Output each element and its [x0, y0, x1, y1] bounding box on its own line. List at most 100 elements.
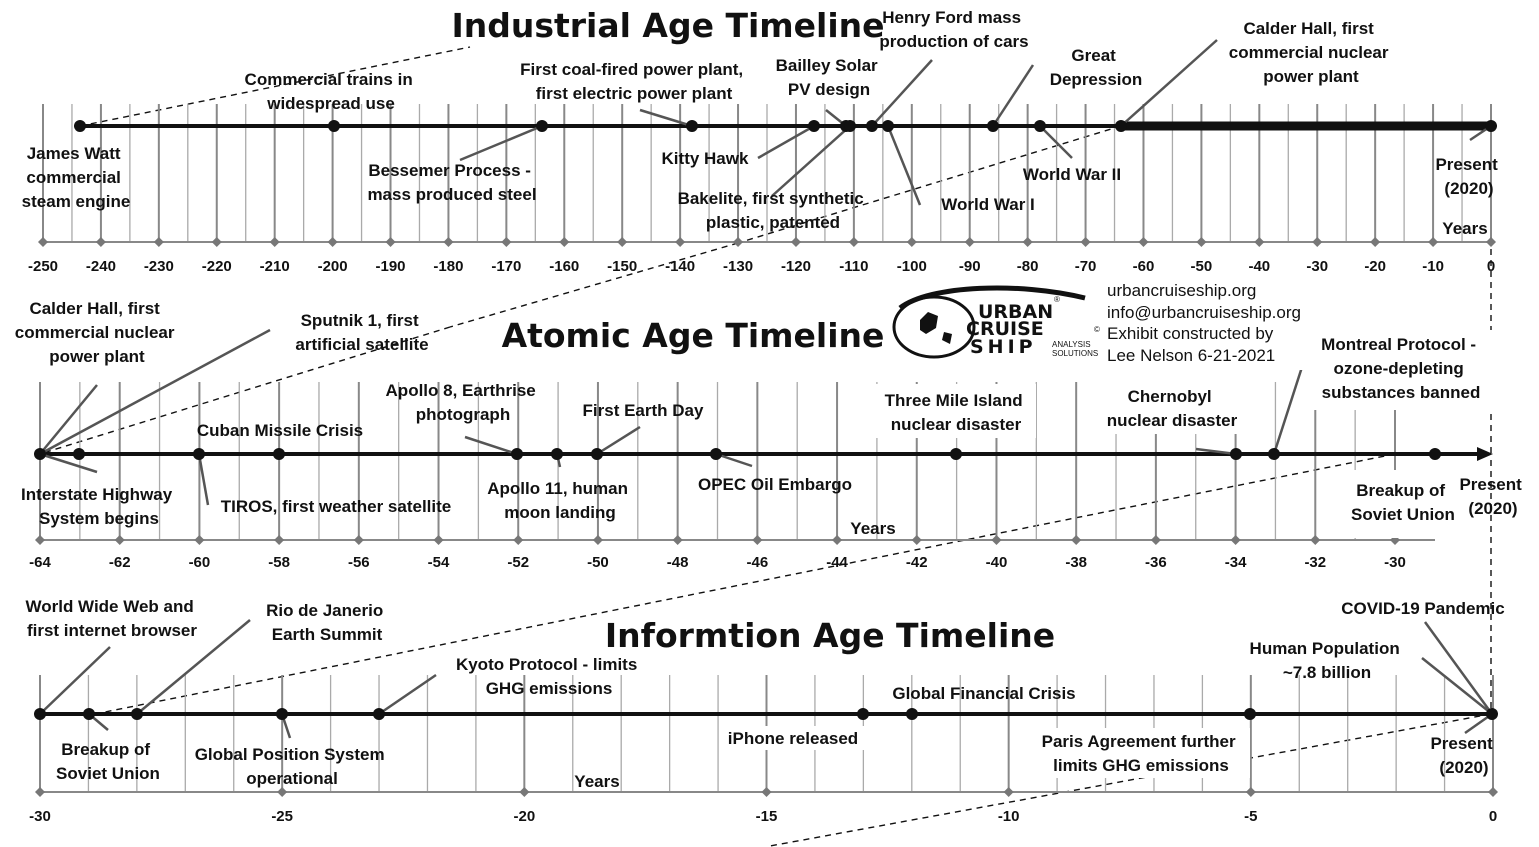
event-dot-present [1485, 120, 1497, 132]
tick-diamond [617, 237, 628, 247]
label-cuban: Cuban Missile Crisis [197, 421, 363, 440]
tick-diamond [761, 787, 772, 797]
label-montreal: Montreal Protocol - ozone-depleting subs… [1321, 335, 1481, 402]
leader-covid [1423, 621, 1494, 715]
industrial-years-label: Years [1442, 219, 1487, 238]
tick-label: -100 [897, 258, 927, 275]
label-bg-breakup [1352, 470, 1448, 538]
tick-label: -25 [271, 808, 293, 825]
label-coal-plant: First coal-fired power plant, first elec… [520, 60, 748, 103]
label-www: World Wide Web and first internet browse… [25, 597, 198, 640]
event-dot-breakup [1429, 448, 1441, 460]
tick-diamond [38, 237, 48, 247]
label-ww2: World War II [1023, 165, 1121, 184]
tick-label: -240 [86, 258, 116, 275]
tick-label: -34 [1225, 554, 1247, 571]
event-dot-tiros [193, 448, 205, 460]
logo-line-ship: SHIP [970, 336, 1037, 358]
label-ford: Henry Ford mass production of cars [879, 8, 1028, 51]
tick-label: -160 [549, 258, 579, 275]
event-dot-bessemer [536, 120, 548, 132]
tick-label: -52 [507, 554, 529, 571]
industrial-timeline: James Watt commercial steam engine Comme… [22, 8, 1498, 275]
logo-continents-icon [920, 312, 952, 344]
tick-label: -64 [29, 554, 51, 571]
author-text: Lee Nelson 6-21-2021 [1107, 346, 1275, 365]
label-bakelite: Bakelite, first synthetic plastic, paten… [678, 189, 869, 232]
logo-sub-solutions: SOLUTIONS [1052, 349, 1098, 358]
label-apollo11: Apollo 11, human moon landing [487, 479, 632, 522]
tick-label: -5 [1244, 808, 1257, 825]
event-dot-calder-2 [34, 448, 46, 460]
tick-diamond [964, 237, 975, 247]
info-block-bg [893, 278, 1313, 370]
tick-label: -44 [826, 554, 848, 571]
label-gps: Global Position System operational [195, 745, 390, 788]
tick-diamond [672, 535, 683, 545]
tick-label: -80 [1017, 258, 1039, 275]
leader-earth-day [596, 425, 641, 456]
tick-label: -40 [1248, 258, 1270, 275]
event-dot-iphone [857, 708, 869, 720]
zoom-line-info-right [769, 713, 1492, 847]
label-kitty-hawk: Kitty Hawk [662, 149, 749, 168]
tick-label: -15 [756, 808, 778, 825]
tick-diamond [848, 237, 859, 247]
website-text: urbancruiseship.org [1107, 281, 1256, 300]
leader-tiros [197, 453, 210, 506]
tick-diamond [991, 535, 1002, 545]
information-tick-labels: -30 -25 -20 -15 -10 -5 0 [29, 808, 1497, 825]
tick-diamond [1312, 237, 1323, 247]
tick-diamond [35, 535, 45, 545]
label-bessemer: Bessemer Process - mass produced steel [367, 161, 536, 204]
tick-diamond [1254, 237, 1265, 247]
event-dot-ford [866, 120, 878, 132]
atomic-events [34, 448, 1441, 460]
label-bg-iphone [722, 726, 866, 750]
label-calder-2: Calder Hall, first commercial nuclear po… [15, 299, 179, 366]
tick-label: -220 [202, 258, 232, 275]
tick-label: -130 [723, 258, 753, 275]
logo-sub-analysis: ANALYSIS [1052, 340, 1091, 349]
label-trains: Commercial trains in widespread use [245, 70, 418, 113]
leader-calder-2 [39, 384, 98, 455]
leader-ww1 [886, 125, 922, 206]
label-covid: COVID-19 Pandemic [1341, 599, 1504, 618]
tick-diamond [194, 535, 205, 545]
leader-coal-plant [639, 108, 693, 128]
event-dot-financial [906, 708, 918, 720]
atomic-title: Atomic Age Timeline [502, 316, 885, 355]
tick-diamond [1310, 535, 1321, 545]
tick-diamond [733, 237, 744, 247]
logo-swoosh-icon [898, 285, 1086, 311]
information-tick-marks [35, 787, 1498, 797]
event-dot-trains [328, 120, 340, 132]
tick-label: -200 [318, 258, 348, 275]
tick-diamond [1486, 237, 1496, 247]
atomic-timeline: Calder Hall, first commercial nuclear po… [15, 299, 1522, 571]
tick-label: -150 [607, 258, 637, 275]
label-interstate: Interstate Highway System begins [21, 485, 177, 528]
zoom-line-industrial-atomic-left [449, 242, 739, 328]
tick-label: -140 [665, 258, 695, 275]
event-dot-james-watt [74, 120, 86, 132]
tick-label: -30 [1384, 554, 1406, 571]
tick-diamond [752, 535, 763, 545]
leader-www [39, 646, 111, 715]
tick-diamond [327, 237, 338, 247]
tick-label: -62 [109, 554, 131, 571]
event-dot-three-mile [950, 448, 962, 460]
label-population: Human Population ~7.8 billion [1250, 639, 1405, 682]
tick-label: -36 [1145, 554, 1167, 571]
leader-opec [715, 452, 753, 468]
tick-label: -40 [986, 554, 1008, 571]
label-opec: OPEC Oil Embargo [698, 475, 852, 494]
event-dot-interstate [73, 448, 85, 460]
tick-diamond [501, 237, 512, 247]
email-text: info@urbancruiseship.org [1107, 303, 1301, 322]
tick-diamond [906, 237, 917, 247]
label-sputnik: Sputnik 1, first artificial satellite [295, 311, 428, 354]
industrial-title: Industrial Age Timeline [451, 6, 884, 45]
tick-label: -60 [189, 554, 211, 571]
